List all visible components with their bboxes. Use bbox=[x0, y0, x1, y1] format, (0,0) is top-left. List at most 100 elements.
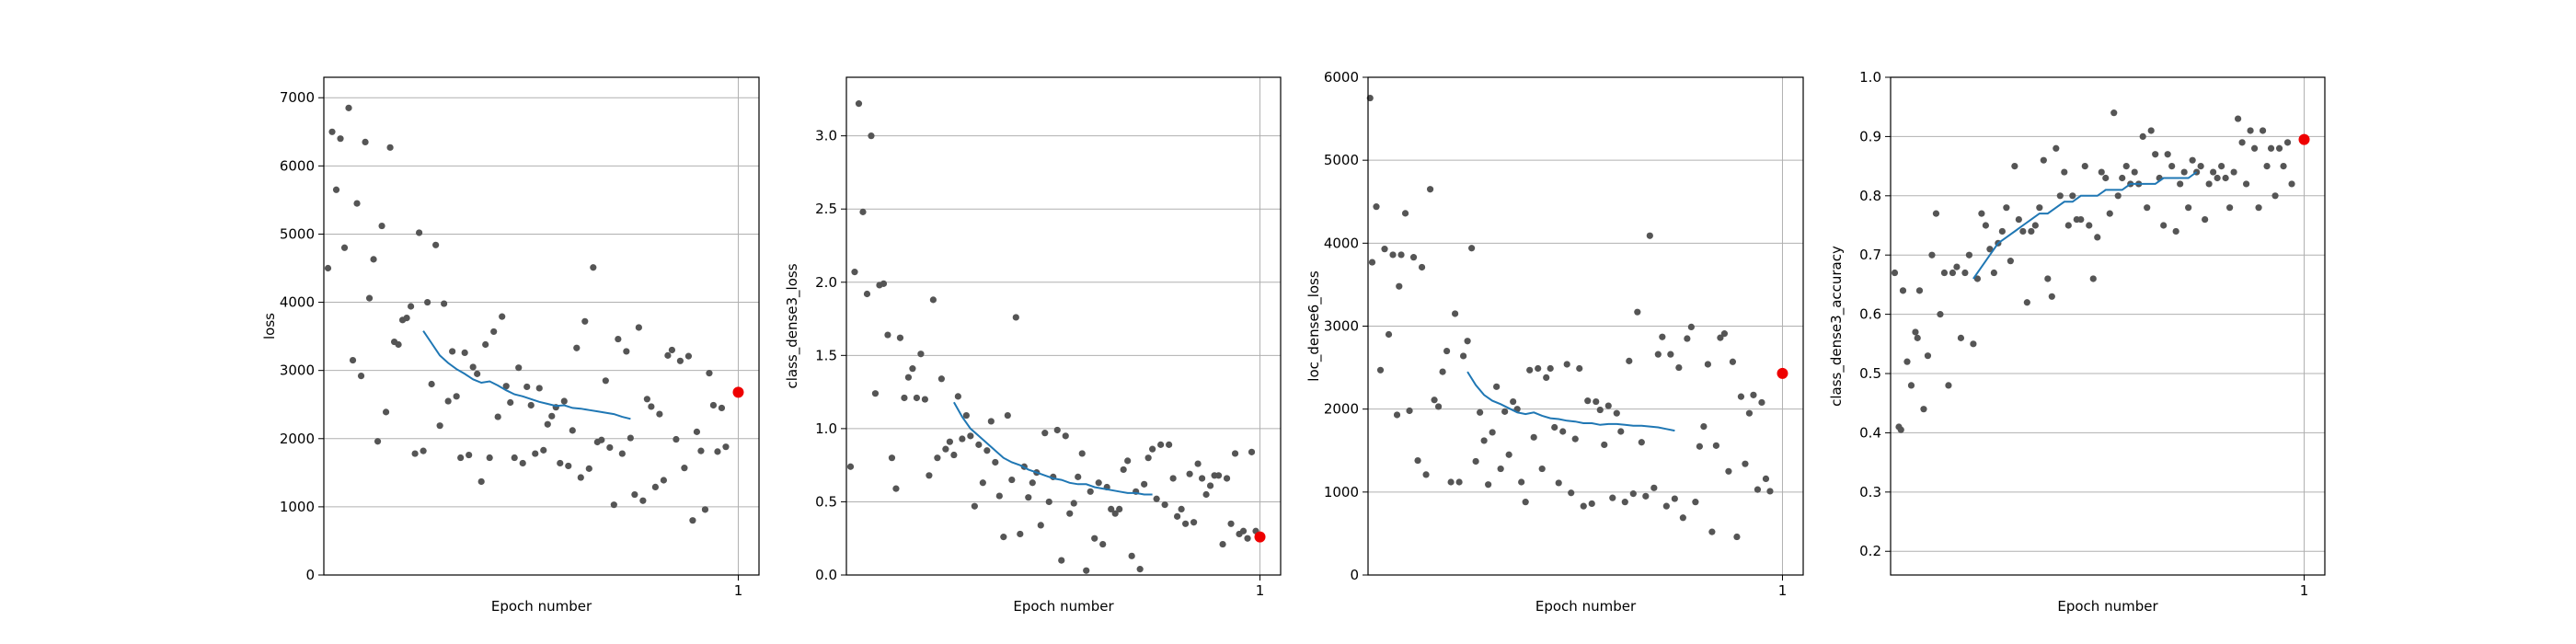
plot-frame bbox=[323, 76, 760, 576]
data-point bbox=[1141, 480, 1148, 488]
data-point bbox=[1116, 505, 1123, 512]
data-point bbox=[664, 351, 672, 359]
data-point bbox=[1434, 403, 1443, 410]
data-point bbox=[324, 264, 332, 272]
data-point bbox=[2202, 215, 2209, 224]
data-point bbox=[1223, 475, 1231, 482]
data-point bbox=[1646, 232, 1653, 239]
data-point bbox=[1897, 426, 1904, 433]
data-point bbox=[1174, 512, 1181, 520]
data-point bbox=[1447, 478, 1455, 486]
data-point bbox=[1568, 489, 1575, 497]
data-point bbox=[1480, 437, 1488, 444]
data-point bbox=[1053, 426, 1061, 434]
data-point bbox=[2144, 204, 2151, 212]
data-point bbox=[1409, 254, 1418, 261]
data-point bbox=[846, 463, 855, 470]
data-point bbox=[590, 264, 597, 271]
data-point bbox=[1066, 510, 1074, 517]
data-point bbox=[1389, 251, 1397, 259]
data-point bbox=[942, 445, 949, 453]
data-point bbox=[444, 397, 452, 405]
data-point bbox=[1543, 374, 1550, 382]
data-point bbox=[1161, 501, 1168, 509]
y-tick-label: 0 bbox=[305, 567, 315, 583]
data-point bbox=[1725, 467, 1732, 475]
data-point bbox=[2147, 127, 2155, 134]
data-point bbox=[560, 397, 568, 405]
data-point bbox=[1376, 366, 1385, 374]
data-point bbox=[722, 443, 730, 451]
data-point bbox=[453, 393, 460, 400]
data-point bbox=[1401, 210, 1409, 217]
data-point bbox=[921, 396, 929, 403]
data-point bbox=[1604, 402, 1612, 409]
data-point bbox=[519, 459, 526, 467]
data-point bbox=[2250, 144, 2259, 152]
data-point bbox=[581, 317, 589, 325]
data-point bbox=[449, 348, 456, 355]
data-point bbox=[2235, 115, 2242, 122]
data-point bbox=[1518, 478, 1525, 486]
data-point bbox=[714, 448, 721, 455]
data-point bbox=[477, 477, 485, 486]
data-point bbox=[1455, 478, 1463, 486]
data-point bbox=[1368, 259, 1376, 266]
y-tick-label: 5000 bbox=[280, 225, 315, 242]
data-point bbox=[673, 435, 680, 443]
data-point bbox=[1058, 557, 1065, 564]
data-point bbox=[1166, 441, 1173, 448]
data-point bbox=[1186, 470, 1193, 477]
data-point bbox=[2081, 163, 2088, 170]
data-point bbox=[1239, 527, 1248, 535]
data-point bbox=[1157, 441, 1165, 448]
plot-frame bbox=[845, 76, 1282, 576]
data-point bbox=[2222, 174, 2229, 182]
data-point bbox=[1692, 499, 1699, 506]
x-tick-label: 1 bbox=[1778, 582, 1788, 599]
data-point bbox=[466, 451, 473, 459]
data-point bbox=[1248, 448, 1256, 455]
data-point bbox=[502, 383, 510, 390]
data-point bbox=[1535, 364, 1542, 373]
data-point bbox=[1219, 540, 1226, 548]
data-point bbox=[1982, 222, 1989, 229]
data-point bbox=[1990, 269, 1997, 277]
data-point bbox=[2210, 168, 2217, 176]
data-point bbox=[2019, 227, 2027, 236]
data-point bbox=[1745, 409, 1754, 417]
data-point bbox=[2218, 163, 2225, 170]
data-point bbox=[1970, 340, 1977, 348]
data-point bbox=[992, 458, 999, 466]
data-point bbox=[1472, 457, 1479, 466]
data-point bbox=[337, 135, 344, 143]
data-point bbox=[386, 144, 394, 151]
data-point bbox=[1563, 361, 1570, 368]
data-point bbox=[2238, 139, 2246, 146]
data-point bbox=[697, 447, 705, 454]
data-point bbox=[1000, 534, 1007, 541]
data-point bbox=[2197, 163, 2204, 170]
data-point bbox=[2102, 174, 2110, 182]
y-tick-label: 0.3 bbox=[1859, 484, 1881, 500]
data-point bbox=[1642, 492, 1650, 500]
data-point bbox=[1547, 364, 1554, 373]
data-point bbox=[2064, 222, 2072, 229]
data-point bbox=[2226, 204, 2234, 212]
data-point bbox=[573, 344, 581, 351]
data-point bbox=[362, 138, 369, 146]
y-tick-label: 0 bbox=[1350, 567, 1359, 583]
data-point bbox=[1477, 408, 1484, 416]
y-tick-label: 2000 bbox=[280, 431, 315, 447]
data-point bbox=[511, 454, 518, 462]
data-point bbox=[1422, 471, 1430, 478]
chart-panel: 0.0 0.5 1.0 1.5 2.0 2.5 3.0 1 Epoch number class_… bbox=[784, 76, 1282, 615]
trend-line bbox=[953, 401, 1153, 496]
data-point bbox=[1505, 451, 1512, 458]
y-tick-label: 0.5 bbox=[1859, 365, 1881, 382]
data-point bbox=[2139, 132, 2146, 141]
data-point bbox=[681, 465, 688, 472]
data-point bbox=[1497, 465, 1504, 473]
data-point bbox=[1729, 358, 1737, 365]
chart-panel: 0.2 0.3 0.4 0.5 0.6 0.7 0.8 0.9 1.0 1 Epoch number… bbox=[1828, 69, 2326, 615]
